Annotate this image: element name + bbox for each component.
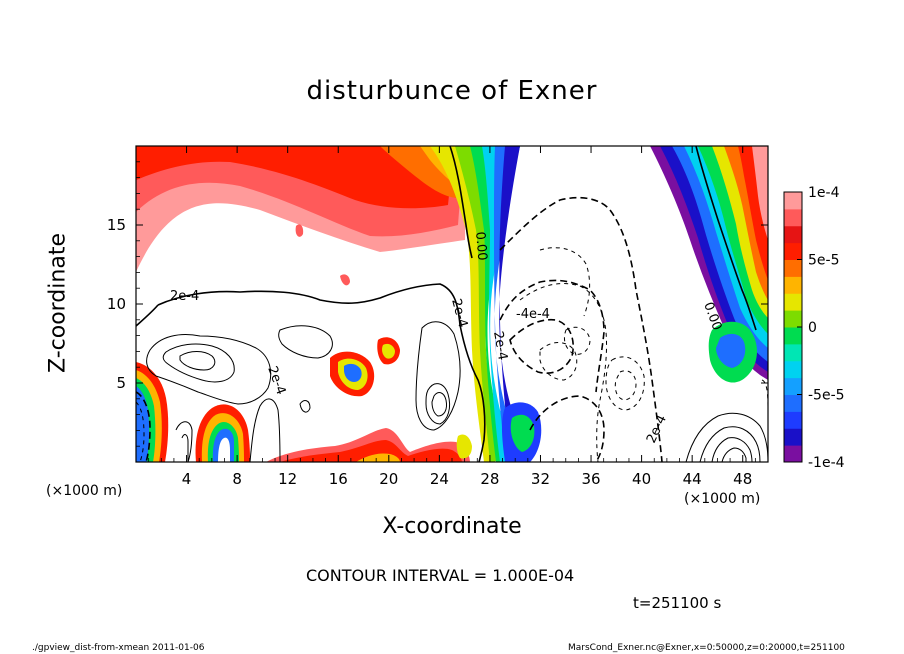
contour-label: -4e-4 [516, 307, 550, 322]
colorbar-swatch [784, 208, 802, 227]
x-tick-label: 20 [379, 470, 398, 488]
x-axis-unit-left: (×1000 m) [46, 483, 123, 499]
colorbar-swatch [784, 225, 802, 244]
x-tick-label: 36 [581, 470, 600, 488]
x-tick-label: 44 [683, 470, 702, 488]
y-tick-label: 10 [107, 295, 126, 313]
colorbar-tick-label: -1e-4 [808, 455, 845, 471]
contour-label: 2e-4 [170, 289, 199, 304]
colorbar-swatch [784, 411, 802, 429]
file-info-footer: MarsCond_Exner.nc@Exner,x=0:50000,z=0:20… [568, 643, 845, 653]
colorbar-swatch [784, 394, 802, 412]
y-tick-label: 5 [116, 374, 126, 392]
colorbar-tick-label: 5e-5 [808, 253, 839, 269]
colorbar-swatch [784, 276, 802, 294]
contour-interval-note: CONTOUR INTERVAL = 1.000E-04 [306, 566, 575, 585]
colorbar-swatch [784, 428, 802, 446]
x-tick-label: 40 [632, 470, 651, 488]
contour-label: 0.00 [472, 231, 489, 261]
plot-area: 2e-4 2e-4 2e-4 0.00 -4e-4 2e-4 2e-4 0.00 [136, 146, 768, 462]
x-tick-label: 12 [278, 470, 297, 488]
colorbar-tick-label: 1e-4 [808, 185, 840, 201]
x-tick-label: 28 [480, 470, 499, 488]
time-stamp: t=251100 s [633, 594, 722, 612]
x-tick-label: 48 [733, 470, 752, 488]
colorbar-swatch [784, 327, 802, 345]
colorbar-swatch [784, 293, 802, 311]
colorbar-swatch [784, 242, 802, 260]
colorbar-tick-label: 0 [808, 320, 817, 336]
colorbar-swatch [784, 377, 802, 395]
y-tick-label: 15 [107, 216, 126, 234]
colorbar-tick-label: -5e-5 [808, 388, 845, 404]
contour-label: 2e-4 [490, 330, 510, 361]
x-tick-label: 4 [182, 470, 192, 488]
x-tick-label: 24 [430, 470, 449, 488]
y-axis-ticks: 5 10 15 [107, 161, 768, 447]
x-axis-label: X-coordinate [382, 514, 522, 539]
colorbar-swatch [784, 259, 802, 277]
x-axis-unit-right: (×1000 m) [684, 491, 761, 507]
x-tick-label: 8 [232, 470, 242, 488]
x-tick-label: 16 [329, 470, 348, 488]
colorbar-swatch [784, 360, 802, 379]
x-tick-label: 32 [531, 470, 550, 488]
script-name-footer: ./gpview_dist-from-xmean 2011-01-06 [32, 643, 205, 653]
colorbar-swatch [784, 192, 802, 210]
x-axis-ticks: 4 8 12 16 20 24 28 32 36 40 44 48 [148, 146, 756, 488]
chart-title: disturbunce of Exner [306, 76, 598, 106]
colorbar-swatch [784, 310, 802, 328]
colorbar-swatch [784, 445, 802, 463]
colorbar-swatch [784, 343, 802, 362]
colorbar: 1e-4 5e-5 0 -5e-5 -1e-4 [783, 185, 845, 471]
contour-label: 2e-4 [448, 297, 470, 329]
